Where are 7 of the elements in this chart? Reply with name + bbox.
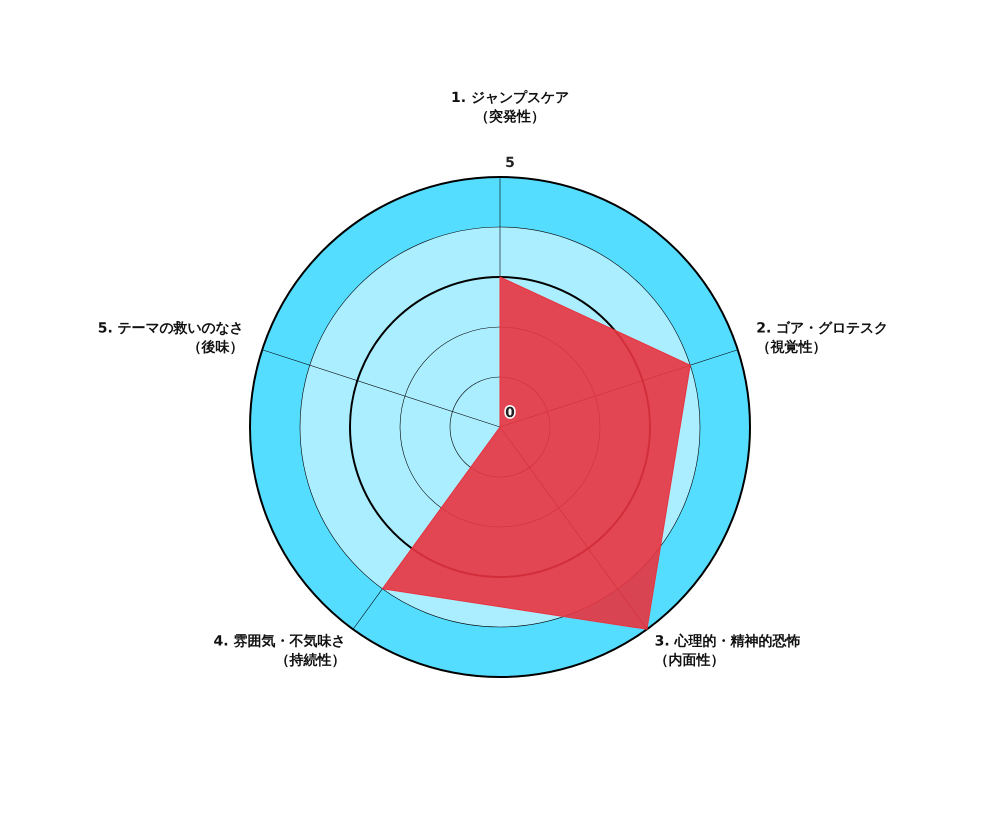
spoke-label: 2. ゴア・グロテスク（視覚性） <box>756 320 888 356</box>
spoke-label: 1. ジャンプスケア（突発性） <box>451 89 569 125</box>
spoke-label: 3. 心理的・精神的恐怖（内面性） <box>654 632 801 669</box>
spoke-label: 5. テーマの救いのなさ（後味） <box>98 320 244 356</box>
y-tick-label: 0 <box>505 405 516 421</box>
y-tick-label: 5 <box>505 155 515 171</box>
spoke-label: 4. 雰囲気・不気味さ（持続性） <box>213 634 346 669</box>
